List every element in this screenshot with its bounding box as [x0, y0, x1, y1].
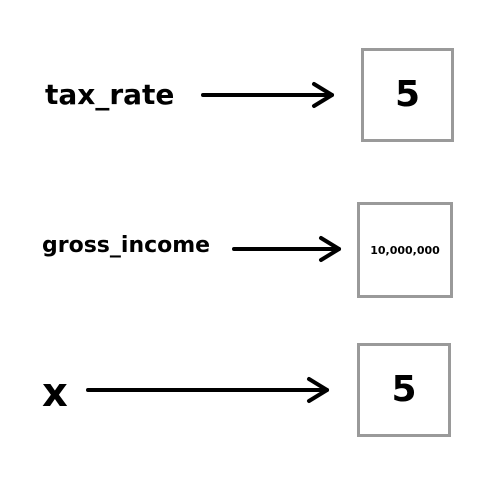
- arrow-icon: [86, 377, 329, 403]
- binding-row-tax-rate: tax_rate 5: [0, 48, 500, 142]
- value-label: 5: [391, 369, 417, 410]
- value-box: 10,000,000: [357, 202, 453, 298]
- variable-name-label: tax_rate: [45, 78, 175, 111]
- arrow-icon: [232, 236, 341, 262]
- value-label: 10,000,000: [370, 243, 440, 257]
- binding-row-gross-income: gross_income 10,000,000: [0, 202, 500, 298]
- value-box: 5: [361, 48, 454, 142]
- binding-row-x: x 5: [0, 343, 500, 437]
- variable-name-label: gross_income: [42, 233, 211, 258]
- variable-name-label: x: [42, 370, 68, 416]
- arrow-icon: [201, 82, 334, 108]
- value-label: 5: [394, 74, 421, 115]
- value-box: 5: [357, 343, 451, 437]
